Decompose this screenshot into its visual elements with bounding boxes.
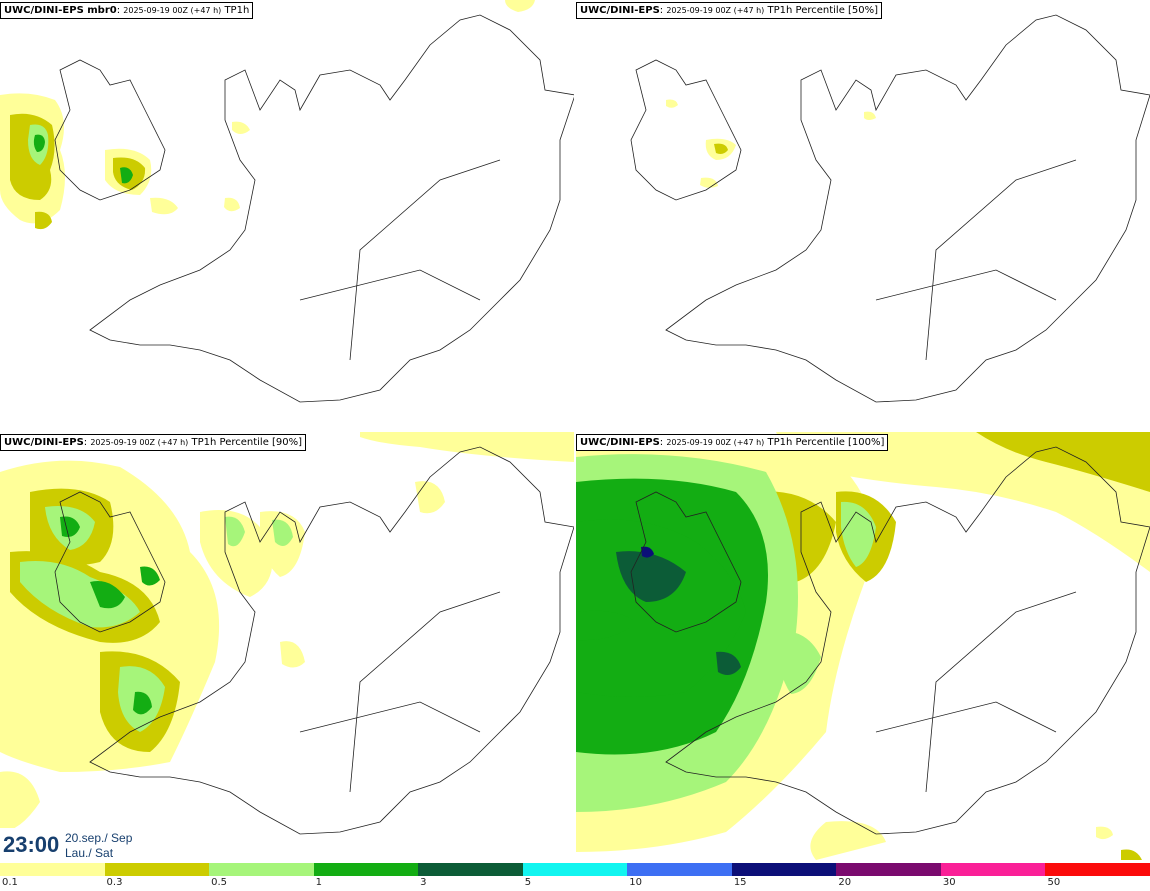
legend-tick-label: 10 — [629, 877, 642, 888]
legend-swatch — [836, 863, 941, 876]
legend-tick-label: 0.3 — [106, 877, 123, 888]
precip-shading — [0, 0, 535, 230]
valid-time: 23:00 — [3, 832, 60, 857]
parameter: TP1h — [224, 5, 250, 16]
coastline — [54, 14, 574, 403]
parameter: TP1h Percentile [100%] — [767, 437, 885, 448]
parameter: TP1h Percentile [90%] — [191, 437, 303, 448]
model-name: UWC/DINI-EPS — [4, 437, 84, 448]
valid-time-box: 23:00 20.sep./ Sep Lau./ Sat — [0, 828, 138, 862]
run-time: 2025-09-19 00Z (+47 h) — [123, 6, 222, 15]
coastline — [630, 446, 1150, 835]
legend-swatch — [940, 863, 1046, 876]
legend-swatch — [0, 863, 105, 876]
panel-title: UWC/DINI-EPS mbr0: 2025-09-19 00Z (+47 h… — [0, 2, 254, 19]
panel-divider-vertical — [574, 0, 576, 864]
panel-title: UWC/DINI-EPS: 2025-09-19 00Z (+47 h) TP1… — [576, 2, 883, 19]
panel-title: UWC/DINI-EPS: 2025-09-19 00Z (+47 h) TP1… — [0, 434, 307, 451]
legend-swatch — [313, 863, 419, 876]
legend-tick-label: 30 — [942, 877, 956, 888]
legend-swatch — [209, 863, 314, 876]
panel-title: UWC/DINI-EPS: 2025-09-19 00Z (+47 h) TP1… — [576, 434, 889, 451]
map-panel-mbr0: UWC/DINI-EPS mbr0: 2025-09-19 00Z (+47 h… — [0, 0, 574, 428]
map-panel-p90: UWC/DINI-EPS: 2025-09-19 00Z (+47 h) TP1… — [0, 432, 574, 860]
legend-tick-label: 5 — [524, 877, 532, 888]
run-time: 2025-09-19 00Z (+47 h) — [666, 438, 765, 447]
precip-field-p50 — [630, 14, 1150, 403]
legend-swatch — [1045, 863, 1150, 876]
legend-tick-label: 3 — [420, 877, 427, 888]
precip-shading — [0, 432, 574, 832]
valid-date: 20.sep./ Sep — [65, 831, 133, 845]
map-panel-p50: UWC/DINI-EPS: 2025-09-19 00Z (+47 h) TP1… — [576, 0, 1150, 428]
legend-swatch — [522, 863, 628, 876]
panel-divider-horizontal — [0, 428, 1150, 432]
coastline — [630, 14, 1150, 403]
legend-tick-label: 1 — [315, 877, 322, 888]
legend-tick-label: 0.5 — [211, 877, 227, 888]
legend-swatch — [418, 863, 523, 876]
run-time: 2025-09-19 00Z (+47 h) — [666, 6, 765, 15]
run-time: 2025-09-19 00Z (+47 h) — [90, 438, 189, 447]
map-panel-p100: UWC/DINI-EPS: 2025-09-19 00Z (+47 h) TP1… — [576, 432, 1150, 860]
legend-tick-label: 0.1 — [2, 877, 18, 888]
legend-ticks: 0.1 0.3 0.5 1 3 5 10 15 20 30 50 — [0, 877, 1150, 891]
precip-shading — [576, 432, 1150, 860]
legend-tick-label: 20 — [838, 877, 852, 888]
model-name: UWC/DINI-EPS mbr0 — [4, 5, 117, 16]
legend-tick-label: 15 — [733, 877, 747, 888]
legend-swatch — [627, 863, 732, 876]
coastline — [54, 446, 574, 835]
valid-weekday: Lau./ Sat — [65, 846, 114, 860]
legend-swatch — [104, 863, 210, 876]
precip-field-p100 — [576, 432, 1150, 860]
precip-shading — [666, 99, 876, 188]
parameter: TP1h Percentile [50%] — [767, 5, 879, 16]
precip-field-p90 — [0, 432, 574, 835]
legend-tick-label: 50 — [1047, 877, 1061, 888]
model-name: UWC/DINI-EPS — [580, 437, 660, 448]
legend-swatch — [731, 863, 837, 876]
color-legend — [0, 863, 1150, 876]
precip-field-mbr0 — [0, 0, 574, 403]
model-name: UWC/DINI-EPS — [580, 5, 660, 16]
